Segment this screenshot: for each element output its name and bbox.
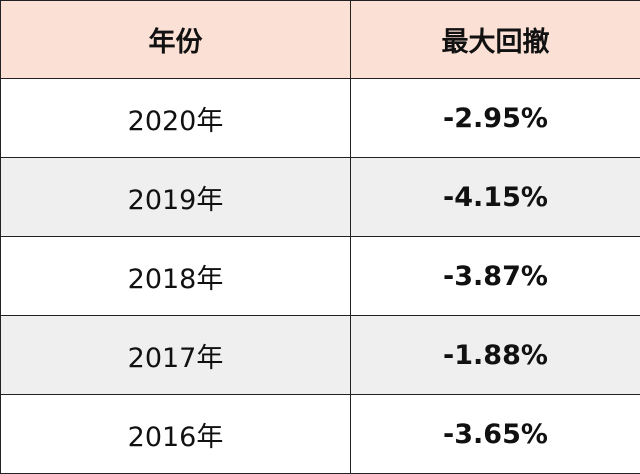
header-cell: 年份 — [0, 0, 351, 79]
header-cell: 最大回撤 — [350, 0, 640, 79]
table-body: 2020年 -2.95% 2019年 -4.15% 2018年 -3.87% 2017年 -1… — [0, 78, 640, 474]
drawdown-cell: -3.87% — [350, 236, 640, 316]
table-row: 2018年 -3.87% — [0, 236, 640, 316]
drawdown-cell: -3.65% — [350, 394, 640, 474]
drawdown-cell: -2.95% — [350, 78, 640, 158]
year-cell: 2018年 — [0, 236, 351, 316]
header-row: 年份 最大回撤 — [0, 0, 640, 79]
drawdown-cell: -1.88% — [350, 315, 640, 395]
table-row: 2016年 -3.65% — [0, 394, 640, 474]
year-cell: 2016年 — [0, 394, 351, 474]
drawdown-cell: -4.15% — [350, 157, 640, 237]
table-row: 2017年 -1.88% — [0, 315, 640, 395]
table-row: 2020年 -2.95% — [0, 78, 640, 158]
year-cell: 2017年 — [0, 315, 351, 395]
year-cell: 2020年 — [0, 78, 351, 158]
year-cell: 2019年 — [0, 157, 351, 237]
table-row: 2019年 -4.15% — [0, 157, 640, 237]
